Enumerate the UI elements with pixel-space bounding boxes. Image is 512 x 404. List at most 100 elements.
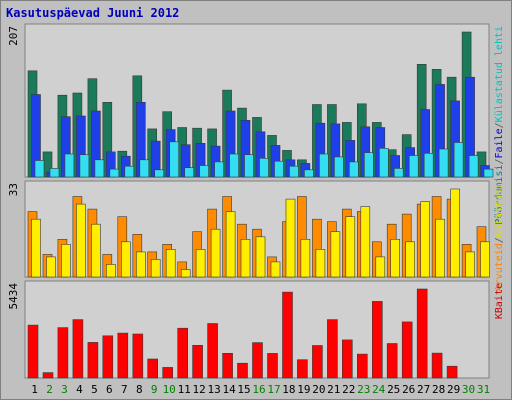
x-tick-label: 31 — [477, 383, 490, 396]
bar-middle-1-22 — [345, 216, 356, 278]
bar-top-2-31 — [483, 168, 494, 178]
panel-max-label: 5434 — [7, 283, 20, 310]
bar-top-2-7 — [124, 165, 135, 178]
x-tick-label: 26 — [402, 383, 415, 396]
bar-top-2-24 — [378, 148, 389, 178]
x-tick-label: 30 — [462, 383, 475, 396]
bar-middle-1-9 — [150, 259, 161, 278]
x-tick-label: 19 — [297, 383, 310, 396]
x-tick-label: 7 — [121, 383, 128, 396]
panel-legend: KBaite — [494, 283, 505, 319]
bar-bottom-0-29 — [446, 365, 458, 379]
legend-entry: Külastatud lehti — [494, 26, 505, 122]
chart-title: Kasutuspäevad Juuni 2012 — [6, 6, 179, 20]
bar-top-2-21 — [334, 156, 344, 178]
series-middle-1 — [31, 188, 490, 278]
bar-top-2-3 — [64, 153, 75, 178]
bar-top-2-29 — [453, 142, 464, 178]
bar-middle-1-28 — [435, 218, 445, 278]
bar-middle-1-14 — [225, 211, 236, 278]
x-tick-label: 21 — [327, 383, 340, 396]
bar-top-2-4 — [79, 154, 90, 178]
bar-bottom-0-26 — [401, 321, 413, 379]
x-tick-label: 2 — [46, 383, 53, 396]
bar-middle-1-5 — [91, 223, 101, 278]
panel-max-label: 33 — [7, 183, 20, 196]
bar-top-2-11 — [184, 167, 194, 178]
bar-bottom-0-28 — [431, 352, 443, 379]
x-tick-label: 13 — [207, 383, 220, 396]
panel-max-label: 207 — [7, 26, 20, 46]
bar-top-2-30 — [468, 155, 479, 178]
bar-middle-1-3 — [61, 244, 71, 278]
x-tick-label: 9 — [151, 383, 158, 396]
series-top-2 — [34, 141, 494, 178]
panel-legend: Arvuteid/Külastusi — [494, 183, 505, 291]
bar-middle-1-19 — [300, 239, 311, 278]
x-tick-label: 18 — [282, 383, 295, 396]
bar-bottom-0-10 — [162, 367, 173, 379]
bar-middle-1-8 — [136, 251, 146, 278]
bar-bottom-0-3 — [57, 327, 69, 379]
bar-middle-1-23 — [360, 206, 371, 278]
x-tick-label: 20 — [312, 383, 325, 396]
x-tick-label: 22 — [342, 383, 355, 396]
bar-top-2-13 — [214, 161, 224, 178]
x-tick-label: 16 — [252, 383, 265, 396]
legend-entry: / — [494, 237, 505, 243]
bar-bottom-0-22 — [341, 339, 353, 379]
bar-bottom-0-2 — [42, 372, 54, 379]
panel-legend: Pöördumisi/Faile/Külastatud lehti — [494, 26, 505, 225]
bar-bottom-0-21 — [327, 319, 338, 379]
bar-middle-1-12 — [195, 249, 206, 278]
bar-top-2-12 — [199, 165, 209, 178]
bar-top-2-2 — [49, 168, 60, 178]
bar-middle-1-18 — [285, 198, 296, 278]
bar-top-2-8 — [139, 159, 150, 178]
bar-top-2-10 — [169, 141, 179, 178]
bar-top-2-1 — [34, 160, 45, 178]
bar-top-2-20 — [319, 153, 329, 178]
bar-bottom-0-25 — [386, 343, 398, 379]
bar-middle-1-15 — [240, 239, 251, 278]
legend-entry: / — [494, 158, 505, 164]
bar-top-2-22 — [348, 161, 359, 178]
bar-middle-1-29 — [450, 188, 460, 278]
bar-top-2-19 — [304, 169, 314, 178]
x-tick-label: 28 — [432, 383, 445, 396]
legend-entry: / — [494, 122, 505, 128]
x-axis-labels: 1 2 3 4 5 6 7 8 9 10 11 12 13 14 15 16 17 18 19 20 21 22 23 24 2… — [31, 383, 490, 396]
bar-middle-1-21 — [330, 231, 341, 278]
bar-bottom-0-7 — [117, 332, 129, 379]
bar-bottom-0-8 — [132, 333, 144, 379]
bar-middle-1-10 — [165, 249, 176, 278]
bar-bottom-0-16 — [252, 342, 263, 379]
bar-middle-1-4 — [76, 203, 86, 278]
x-tick-label: 17 — [267, 383, 280, 396]
panel-middle: 33 Arvuteid/Külastusi — [7, 180, 505, 291]
bar-middle-1-24 — [375, 256, 386, 278]
panel-bottom: 5434 KBaite — [7, 280, 505, 379]
bar-bottom-0-13 — [207, 323, 218, 379]
bar-bottom-0-12 — [192, 344, 203, 379]
bar-top-2-16 — [259, 158, 269, 178]
x-tick-label: 23 — [357, 383, 370, 396]
x-tick-label: 27 — [417, 383, 430, 396]
x-tick-label: 15 — [237, 383, 250, 396]
x-tick-label: 8 — [136, 383, 143, 396]
bar-bottom-0-15 — [237, 362, 248, 379]
panel-top: 207 Pöördumisi/Faile/Külastatud lehti — [7, 23, 505, 225]
bar-bottom-0-27 — [416, 288, 428, 379]
x-tick-label: 5 — [91, 383, 98, 396]
legend-entry: KBaite — [494, 283, 505, 319]
series-bottom-0 — [27, 288, 458, 379]
x-tick-label: 4 — [76, 383, 83, 396]
legend-entry: Faile — [494, 128, 505, 158]
bar-top-2-27 — [423, 153, 434, 178]
bar-bottom-0-17 — [267, 353, 278, 379]
bar-bottom-0-1 — [27, 324, 39, 379]
bar-middle-1-2 — [46, 256, 56, 278]
x-tick-label: 29 — [447, 383, 460, 396]
bar-middle-1-16 — [255, 236, 266, 278]
